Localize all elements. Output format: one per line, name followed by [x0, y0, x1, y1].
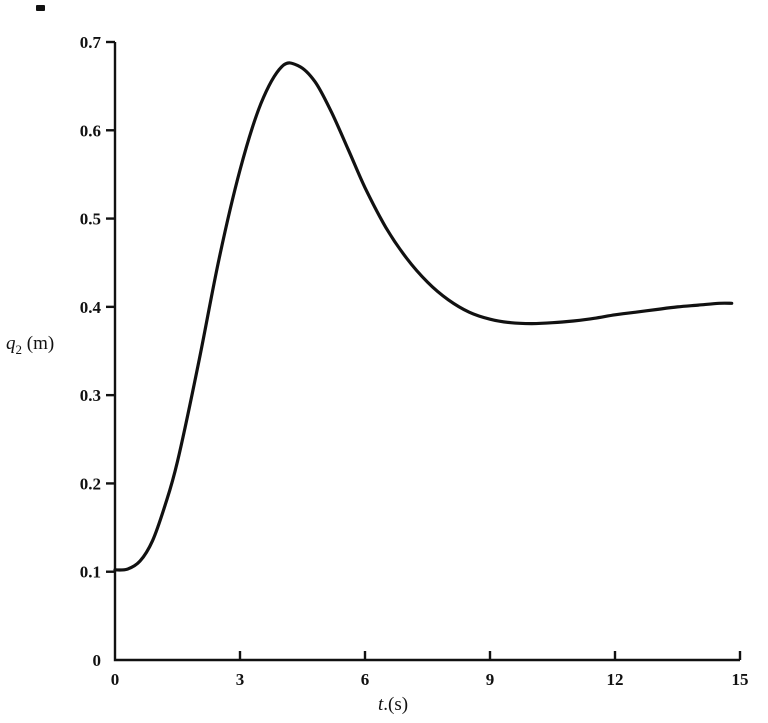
y-axis-tick-label: 0.3 [80, 386, 101, 405]
y-axis-tick-label: 0.2 [80, 474, 101, 493]
y-axis-label: q2 (m) [6, 333, 54, 358]
y-axis-label-variable: q [6, 333, 16, 354]
y-axis-tick-label: 0.5 [80, 210, 101, 229]
y-axis-label-subscript: 2 [15, 341, 23, 357]
axes [113, 42, 740, 662]
x-axis-label-variable: t [378, 694, 384, 715]
x-axis-tick-label: 3 [236, 670, 245, 689]
response-curve [113, 61, 734, 572]
x-axis-tick-label: 9 [486, 670, 495, 689]
y-axis-tick-label: 0 [93, 651, 102, 670]
y-axis-label-unit: (m) [22, 333, 55, 354]
y-axis-tick-label: 0.4 [80, 298, 102, 317]
x-axis-label-unit: .(s) [383, 694, 409, 715]
y-axis-tick-label: 0.7 [80, 33, 102, 52]
y-axis-tick-label: 0.1 [80, 563, 101, 582]
y-axis-tick-label: 0.6 [80, 121, 101, 140]
x-axis-tick-label: 12 [607, 670, 624, 689]
x-axis-tick-label: 6 [361, 670, 370, 689]
x-axis-tick-label: 0 [111, 670, 120, 689]
x-axis-tick-label: 15 [732, 670, 749, 689]
scan-artifact-mark [36, 5, 45, 11]
x-axis-label: t.(s) [378, 694, 408, 716]
